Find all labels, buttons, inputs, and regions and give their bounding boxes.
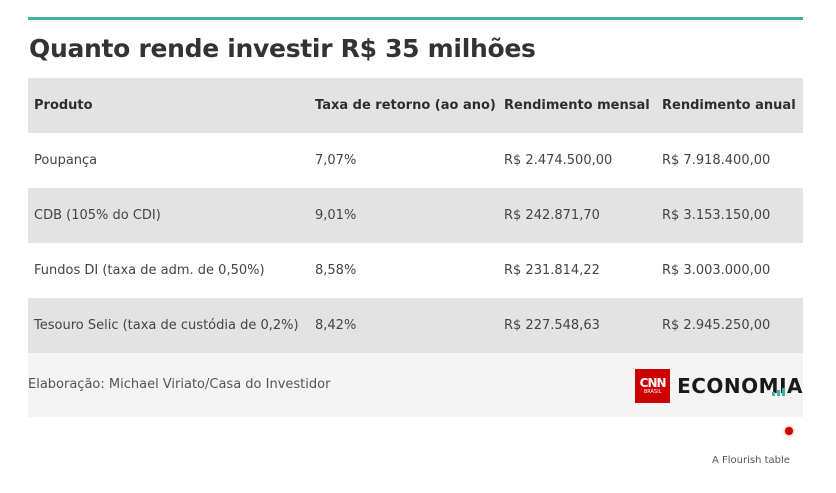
cell-anual: R$ 3.153.150,00 xyxy=(656,188,803,243)
table-row: Fundos DI (taxa de adm. de 0,50%) 8,58% … xyxy=(28,243,803,298)
cell-mensal: R$ 242.871,70 xyxy=(498,188,656,243)
flourish-dot-icon xyxy=(785,427,793,435)
cell-produto: Poupança xyxy=(28,133,309,188)
cell-anual: R$ 3.003.000,00 xyxy=(656,243,803,298)
cell-mensal: R$ 2.474.500,00 xyxy=(498,133,656,188)
cnn-brasil-logo-icon: CNN BRASIL xyxy=(635,369,671,403)
cell-taxa: 8,42% xyxy=(309,298,498,353)
cell-mensal: R$ 231.814,22 xyxy=(498,243,656,298)
cell-mensal: R$ 227.548,63 xyxy=(498,298,656,353)
cell-produto: CDB (105% do CDI) xyxy=(28,188,309,243)
accent-rule xyxy=(28,17,803,20)
cell-taxa: 8,58% xyxy=(309,243,498,298)
cell-produto: Tesouro Selic (taxa de custódia de 0,2%) xyxy=(28,298,309,353)
cnn-logo-text: CNN xyxy=(639,375,667,390)
table-row: Poupança 7,07% R$ 2.474.500,00 R$ 7.918.… xyxy=(28,133,803,188)
cnn-logo-subtext: BRASIL xyxy=(643,388,662,395)
header-rendimento-anual[interactable]: Rendimento anual xyxy=(656,78,803,133)
cell-produto: Fundos DI (taxa de adm. de 0,50%) xyxy=(28,243,309,298)
data-table: Produto Taxa de retorno (ao ano) Rendime… xyxy=(28,78,803,353)
cell-anual: R$ 2.945.250,00 xyxy=(656,298,803,353)
header-taxa[interactable]: Taxa de retorno (ao ano) xyxy=(309,78,498,133)
table-card: Quanto rende investir R$ 35 milhões Prod… xyxy=(28,17,803,417)
economia-logo-label: ECONOMIA xyxy=(677,374,803,398)
cnn-economia-logo[interactable]: CNN BRASIL ECONOMIA xyxy=(635,369,803,403)
header-rendimento-mensal[interactable]: Rendimento mensal xyxy=(498,78,656,133)
cell-taxa: 9,01% xyxy=(309,188,498,243)
cell-anual: R$ 7.918.400,00 xyxy=(656,133,803,188)
economia-logo-text: ECONOMIA xyxy=(677,374,803,398)
table-header-row: Produto Taxa de retorno (ao ano) Rendime… xyxy=(28,78,803,133)
table-footer: Elaboração: Michael Viriato/Casa do Inve… xyxy=(28,353,803,417)
flourish-credit-link[interactable]: A Flourish table xyxy=(712,455,790,466)
source-note: Elaboração: Michael Viriato/Casa do Inve… xyxy=(28,377,331,392)
cell-taxa: 7,07% xyxy=(309,133,498,188)
bar-chart-icon xyxy=(772,388,785,396)
header-produto[interactable]: Produto xyxy=(28,78,309,133)
page-title: Quanto rende investir R$ 35 milhões xyxy=(29,34,536,63)
table-row: Tesouro Selic (taxa de custódia de 0,2%)… xyxy=(28,298,803,353)
table-row: CDB (105% do CDI) 9,01% R$ 242.871,70 R$… xyxy=(28,188,803,243)
